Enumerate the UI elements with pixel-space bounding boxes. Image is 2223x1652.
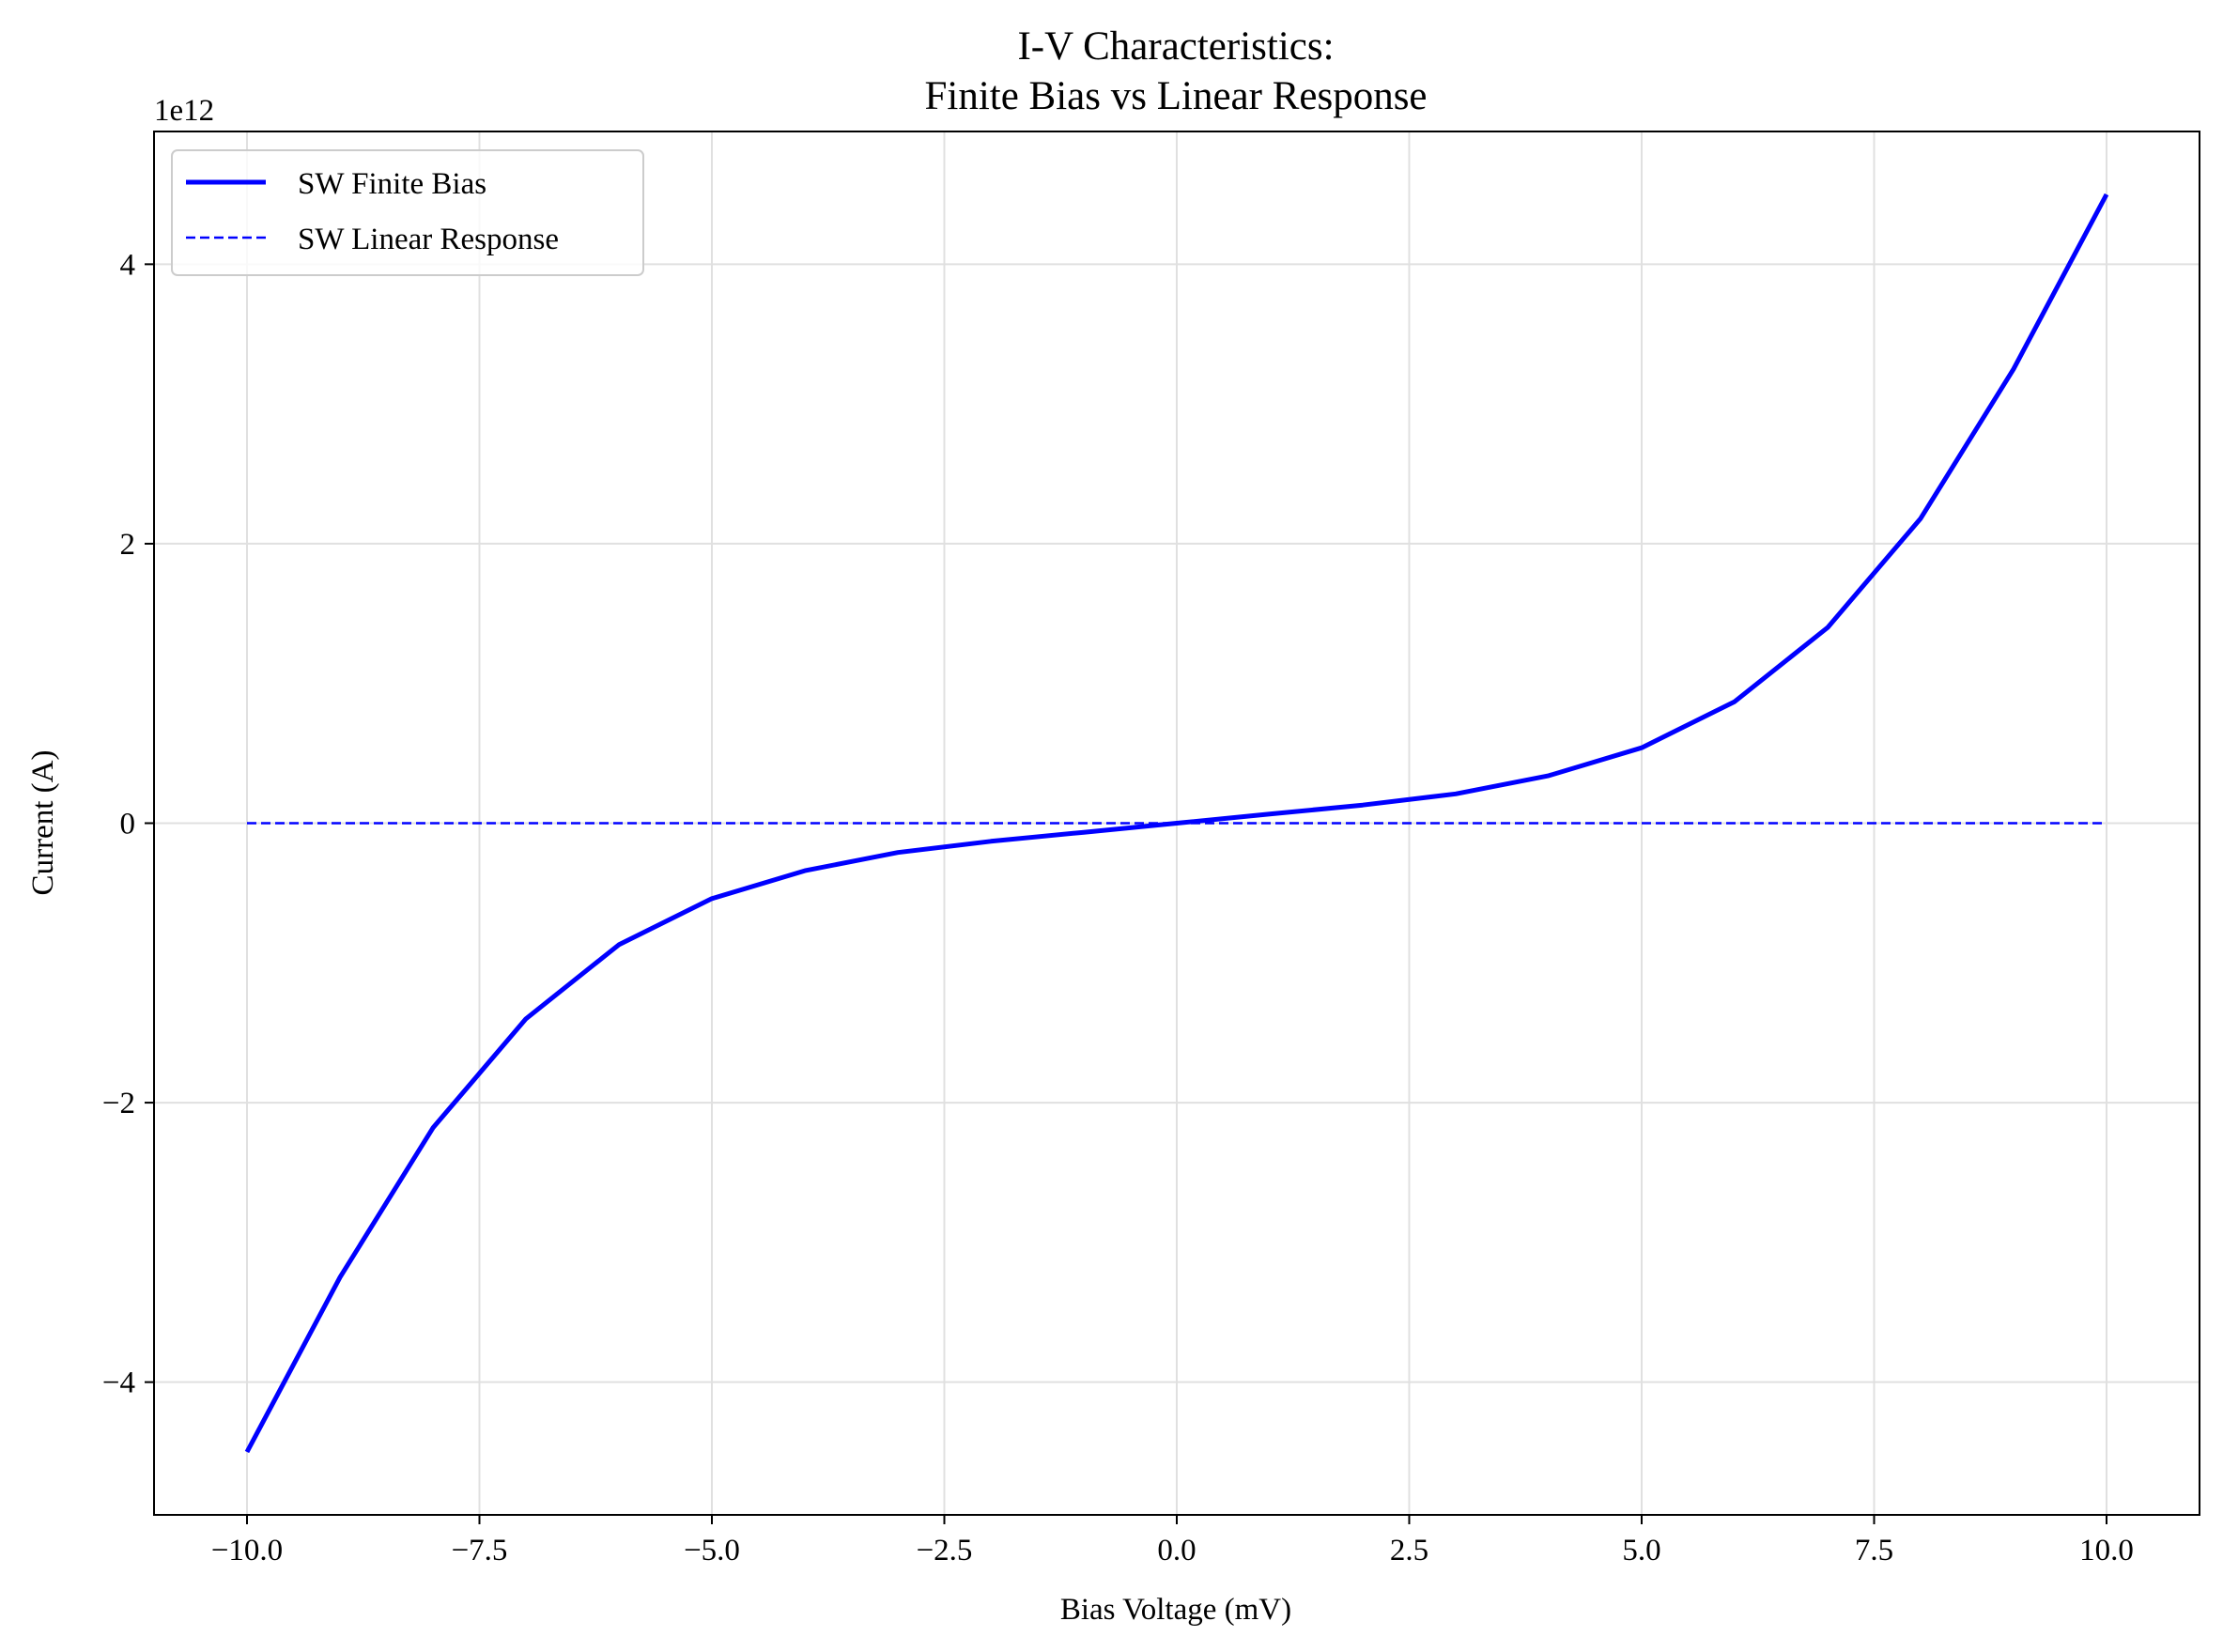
series-layer — [244, 193, 2109, 1454]
y-ticks: −4 −2 0 2 4 — [102, 248, 154, 1400]
x-tick-label: 5.0 — [1622, 1534, 1660, 1567]
legend: SW Finite Bias SW Linear Response — [171, 149, 644, 276]
x-tick-label: −2.5 — [917, 1534, 973, 1567]
x-tick-label: 7.5 — [1855, 1534, 1893, 1567]
x-tick-label: 10.0 — [2079, 1534, 2134, 1567]
x-tick-label: −5.0 — [684, 1534, 740, 1567]
y-tick-label: −2 — [102, 1087, 135, 1120]
y-tick-label: 2 — [120, 528, 136, 562]
legend-label-finite-bias: SW Finite Bias — [298, 167, 486, 201]
y-tick-label: 4 — [120, 248, 136, 282]
x-ticks: −10.0 −7.5 −5.0 −2.5 0.0 2.5 5.0 7.5 10.0 — [211, 1515, 2134, 1567]
x-tick-label: 0.0 — [1157, 1534, 1196, 1567]
y-axis-label: Current (A) — [26, 750, 60, 896]
x-axis-label: Bias Voltage (mV) — [1060, 1593, 1291, 1627]
legend-box — [171, 149, 644, 276]
x-tick-label: −10.0 — [211, 1534, 283, 1567]
x-tick-label: −7.5 — [452, 1534, 508, 1567]
chart-title-line1: I-V Characteristics: — [1017, 24, 1334, 69]
chart-title-line2: Finite Bias vs Linear Response — [924, 74, 1427, 118]
x-tick-label: 2.5 — [1390, 1534, 1428, 1567]
y-tick-label: 0 — [120, 808, 136, 841]
legend-label-linear-response: SW Linear Response — [298, 223, 559, 256]
y-tick-label: −4 — [102, 1366, 135, 1400]
y-offset-label: 1e12 — [154, 94, 214, 128]
